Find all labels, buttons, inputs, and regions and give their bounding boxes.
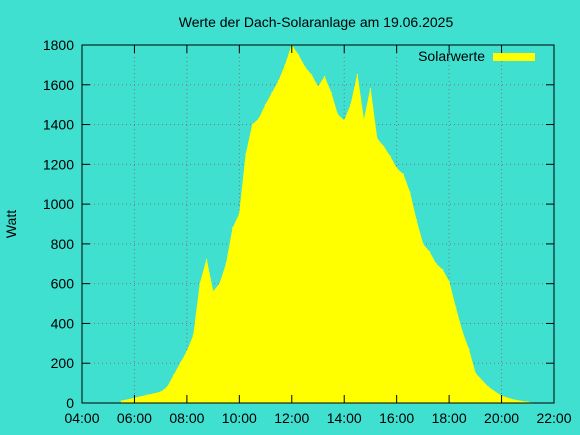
data-point — [245, 153, 247, 156]
x-tick-label: 18:00 — [432, 410, 467, 426]
x-tick-label: 08:00 — [169, 410, 204, 426]
data-point — [225, 262, 228, 265]
data-point — [271, 91, 273, 94]
data-point — [317, 85, 319, 88]
x-tick-label: 14:00 — [327, 410, 362, 426]
y-tick-label: 1200 — [43, 156, 74, 172]
data-point — [231, 227, 234, 229]
y-tick-label: 400 — [51, 315, 75, 331]
y-tick-label: 1000 — [43, 196, 74, 212]
data-point — [487, 386, 490, 388]
data-point — [402, 173, 405, 176]
x-tick-label: 12:00 — [274, 410, 309, 426]
data-point — [356, 74, 359, 76]
series-area-0 — [121, 44, 533, 404]
plot-frame — [81, 44, 555, 404]
data-point — [159, 391, 162, 393]
data-point — [258, 117, 260, 120]
x-tick-label: 10:00 — [222, 410, 257, 426]
data-point — [146, 394, 149, 396]
data-point — [310, 74, 313, 76]
data-point — [205, 259, 208, 261]
x-tick-label: 06:00 — [117, 410, 152, 426]
x-tick-label: 16:00 — [379, 410, 414, 426]
data-point — [389, 155, 391, 158]
data-point — [212, 290, 214, 293]
data-point — [343, 119, 346, 122]
data-point — [336, 113, 339, 116]
legend: Solarwerte — [418, 48, 535, 64]
data-point — [441, 268, 444, 271]
y-tick-label: 0 — [66, 395, 74, 411]
data-point — [120, 400, 123, 402]
x-tick-label: 22:00 — [536, 410, 571, 426]
data-point — [199, 282, 201, 285]
data-point — [172, 374, 175, 376]
data-point — [474, 372, 477, 374]
x-tick-label: 20:00 — [484, 410, 519, 426]
data-point — [467, 348, 470, 351]
y-tick-label: 200 — [51, 355, 75, 371]
data-point — [428, 251, 431, 253]
data-point — [408, 191, 411, 193]
data-point — [422, 243, 424, 245]
data-point — [323, 76, 326, 78]
data-point — [264, 103, 267, 106]
data-point — [349, 103, 352, 106]
data-point — [284, 64, 287, 66]
data-point — [435, 262, 437, 265]
tick-layer: 0 200 400 600 800 1000 1200 1400 1600 1800 04:00 06… — [43, 37, 572, 426]
data-point — [186, 350, 188, 353]
data-point — [415, 219, 418, 221]
data-point — [369, 87, 372, 90]
data-point — [461, 330, 464, 333]
x-tick-label: 04:00 — [64, 410, 99, 426]
data-point — [238, 213, 241, 215]
legend-swatch-solarwerte — [493, 53, 535, 61]
y-tick-label: 600 — [51, 276, 75, 292]
data-point — [395, 167, 398, 170]
data-point — [218, 282, 221, 285]
data-point — [513, 399, 516, 401]
y-tick-label: 1600 — [43, 77, 74, 93]
data-point — [297, 54, 300, 56]
data-point — [304, 66, 306, 68]
chart-title: Werte der Dach-Solaranlage am 19.06.2025 — [179, 14, 454, 30]
data-point — [448, 280, 450, 283]
y-tick-label: 1800 — [43, 37, 74, 53]
data-point — [363, 119, 365, 122]
data-point — [454, 306, 457, 309]
data-point — [382, 145, 385, 148]
y-tick-label: 1400 — [43, 117, 74, 133]
data-point — [330, 91, 332, 94]
y-axis-label: Watt — [3, 210, 19, 238]
data-point — [277, 80, 280, 82]
legend-label-solarwerte: Solarwerte — [418, 48, 485, 64]
series-layer — [120, 44, 533, 404]
data-point — [179, 362, 182, 365]
data-point — [376, 137, 378, 140]
data-point — [251, 123, 254, 126]
data-point — [166, 386, 169, 388]
data-point — [526, 401, 529, 403]
y-tick-label: 800 — [51, 236, 75, 252]
data-point — [192, 334, 195, 337]
